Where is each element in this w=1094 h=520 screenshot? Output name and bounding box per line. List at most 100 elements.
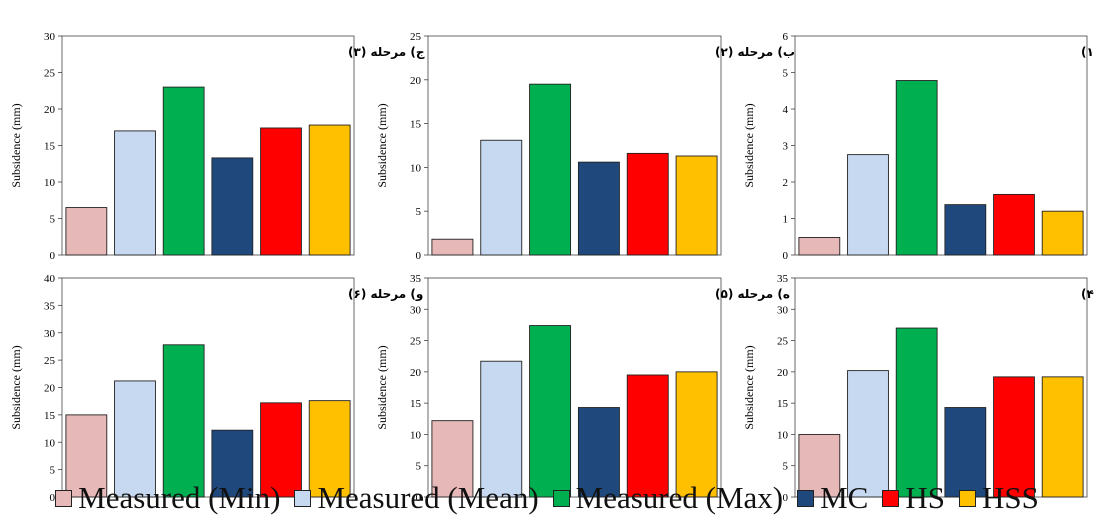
bar	[260, 402, 302, 498]
y-tick-label: 15	[44, 141, 56, 153]
bar	[162, 86, 205, 256]
y-tick-label: 10	[44, 177, 56, 189]
legend-label: Measured (Min)	[78, 480, 281, 515]
y-tick-label: 10	[777, 429, 789, 441]
bar	[798, 237, 841, 256]
bar	[529, 83, 572, 256]
panel-title: ج) مرحله (۳)	[348, 45, 425, 59]
y-tick-label: 15	[410, 398, 422, 410]
bar	[944, 407, 987, 498]
legend-swatch	[294, 489, 312, 507]
y-tick-label: 0	[416, 492, 422, 504]
bar	[162, 344, 205, 498]
bar	[895, 327, 938, 498]
bar	[308, 124, 351, 256]
bar	[675, 155, 718, 256]
plot-frame	[427, 35, 722, 256]
y-tick-label: 0	[416, 250, 422, 262]
y-axis-label: Subsidence (mm)	[742, 345, 756, 429]
y-axis-label: Subsidence (mm)	[9, 103, 23, 187]
legend-item-measured-mean: Measured (Mean)	[294, 480, 539, 516]
legend-label: HSS	[982, 480, 1039, 515]
bar	[260, 127, 302, 256]
bar	[798, 433, 841, 498]
y-tick-label: 15	[44, 410, 56, 422]
y-tick-label: 25	[44, 68, 56, 80]
y-tick-label: 10	[44, 437, 56, 449]
chart-panel: 0 5 10 15 20 25 30 35 40 Subsidence (mm) و) مرحله …	[9, 273, 423, 504]
y-tick-label: 30	[410, 304, 422, 316]
panel-title: الف) مرحله (۱)	[1081, 45, 1094, 59]
y-tick-label: 20	[44, 383, 56, 395]
bar	[431, 238, 474, 256]
panel-title: و) مرحله (۶)	[348, 287, 423, 302]
y-tick-label: 5	[783, 461, 789, 473]
bar	[431, 420, 474, 498]
bar	[944, 204, 987, 256]
y-tick-label: 10	[410, 429, 422, 441]
bar	[211, 157, 254, 256]
y-tick-label: 0	[50, 250, 56, 262]
bar	[65, 414, 108, 498]
y-tick-label: 20	[777, 367, 789, 379]
bar	[847, 370, 889, 498]
legend-item-measured-min: Measured (Min)	[55, 480, 280, 516]
y-tick-label: 3	[783, 141, 789, 153]
legend-swatch	[882, 489, 900, 507]
y-tick-label: 0	[783, 492, 789, 504]
y-tick-label: 30	[777, 304, 789, 316]
bar	[577, 407, 620, 498]
y-tick-label: 5	[783, 68, 789, 80]
bar	[308, 400, 351, 498]
y-tick-label: 0	[783, 250, 789, 262]
y-tick-label: 35	[410, 273, 422, 285]
y-tick-label: 5	[50, 214, 56, 226]
y-tick-label: 35	[777, 273, 789, 285]
y-tick-label: 5	[416, 206, 422, 218]
bar	[65, 207, 108, 256]
y-tick-label: 30	[44, 328, 56, 340]
plot-frame	[794, 277, 1088, 498]
legend-label: Measured (Max)	[575, 480, 784, 515]
bar	[114, 130, 156, 256]
legend-swatch	[959, 489, 976, 507]
chart-panel: 0 5 10 15 20 25 30 35 Subsidence (mm) ه) مرحله (۵…	[375, 273, 790, 504]
bar	[847, 154, 889, 256]
bar	[1041, 376, 1084, 498]
legend-item-measured-max: Measured (Max)	[552, 480, 784, 516]
y-tick-label: 4	[783, 104, 789, 116]
legend-item-hss: HSS	[959, 480, 1039, 516]
panel-title: ب) مرحله (۲)	[715, 45, 795, 59]
y-axis-label: Subsidence (mm)	[742, 103, 756, 187]
plot-frame	[61, 277, 355, 498]
legend: Measured (Min) Measured (Mean) Measured …	[0, 476, 1094, 520]
y-tick-label: 25	[410, 336, 422, 348]
y-tick-label: 15	[410, 119, 422, 131]
y-tick-label: 1	[783, 214, 789, 226]
panel-title: د) مرحله (۴)	[1081, 287, 1094, 301]
y-tick-label: 20	[44, 104, 56, 116]
y-tick-label: 15	[777, 398, 789, 410]
y-tick-label: 10	[410, 162, 422, 174]
bar	[480, 360, 523, 498]
legend-swatch	[55, 489, 73, 507]
y-tick-label: 0	[50, 492, 56, 504]
legend-swatch	[797, 489, 815, 507]
bar	[529, 325, 572, 498]
y-axis-label: Subsidence (mm)	[375, 345, 389, 429]
legend-item-hs: HS	[882, 480, 945, 516]
plot-frame	[61, 35, 355, 256]
legend-swatch	[552, 489, 570, 507]
y-tick-label: 20	[410, 75, 422, 87]
y-tick-label: 40	[44, 273, 56, 285]
panel-title: ه) مرحله (۵)	[715, 287, 790, 301]
y-tick-label: 30	[44, 31, 56, 43]
bar	[626, 152, 669, 256]
bar	[993, 376, 1035, 498]
legend-item-mc: MC	[797, 480, 868, 516]
y-tick-label: 2	[783, 177, 789, 189]
bar	[577, 161, 620, 256]
y-axis-label: Subsidence (mm)	[9, 345, 23, 429]
y-tick-label: 5	[50, 465, 56, 477]
